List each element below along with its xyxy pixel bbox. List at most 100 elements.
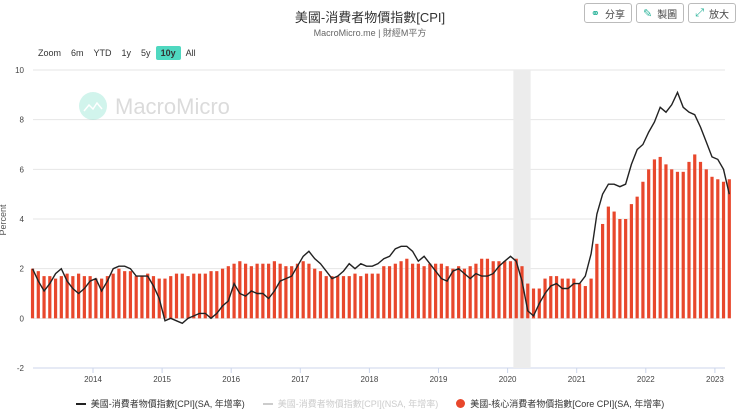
core-cpi-bar [146, 273, 150, 319]
chart-title: 美國-消費者物價指數[CPI] [294, 10, 446, 25]
share-button[interactable]: ⚭ 分享 [583, 3, 632, 23]
core-cpi-bar [606, 206, 610, 319]
core-cpi-bar [151, 276, 156, 319]
core-cpi-bar [30, 268, 35, 319]
core-cpi-bar [387, 266, 392, 319]
cpi-line [31, 90, 730, 325]
x-tick-label: 2020 [499, 375, 517, 384]
core-cpi-bar [583, 286, 587, 319]
core-cpi-bar [100, 278, 104, 319]
core-cpi-bar [727, 179, 731, 319]
core-cpi-bar [451, 268, 455, 319]
core-cpi-bar [520, 266, 524, 319]
core-cpi-bar [531, 288, 536, 319]
core-cpi-bar [514, 258, 518, 319]
core-cpi-bar [652, 159, 657, 319]
core-cpi-bar [698, 161, 703, 319]
y-tick-label: 4 [20, 215, 25, 224]
core-cpi-bar [566, 278, 570, 319]
core-cpi-bar [635, 196, 639, 319]
core-cpi-bar [301, 261, 305, 319]
zoom-5y[interactable]: 5y [141, 48, 151, 58]
core-cpi-bar [382, 266, 386, 319]
core-cpi-bar [704, 169, 708, 319]
watermark: MacroMicro [79, 92, 230, 120]
core-cpi-bar [243, 263, 248, 319]
legend-label: 美國-核心消費者物價指數[Core CPI](SA, 年增率) [470, 399, 665, 409]
legend-core-cpi[interactable]: 美國-核心消費者物價指數[Core CPI](SA, 年增率) [456, 397, 664, 410]
zoom-ytd[interactable]: YTD [93, 48, 112, 58]
zoom-6m[interactable]: 6m [71, 48, 84, 58]
core-cpi-bar [255, 263, 259, 319]
core-cpi-bar [261, 263, 265, 319]
zoom-all[interactable]: All [185, 48, 196, 58]
core-cpi-bar [618, 219, 622, 319]
core-cpi-bar [503, 261, 507, 319]
line-marker-icon [75, 402, 86, 405]
expand-icon: ⤢ [695, 6, 704, 19]
share-label: 分享 [604, 9, 625, 21]
core-cpi-bar [42, 276, 46, 319]
make-chart-label: 製圖 [657, 9, 678, 21]
core-cpi-bar [169, 276, 173, 319]
core-cpi-bar [278, 263, 282, 319]
zoom-selector: Zoom 6m YTD 1y 5y 10y All [33, 46, 201, 60]
core-cpi-bar [508, 261, 513, 319]
core-cpi-bar [589, 278, 593, 319]
core-cpi-bar [330, 276, 334, 319]
core-cpi-bar [353, 273, 357, 319]
core-cpi-bar [376, 273, 380, 319]
recession-band [513, 70, 531, 368]
core-cpi-bar [65, 273, 69, 319]
zoom-10y[interactable]: 10y [155, 46, 181, 60]
core-cpi-bar [336, 276, 340, 319]
core-cpi-bar [675, 171, 680, 319]
make-chart-button[interactable]: ✎ 製圖 [635, 3, 685, 23]
core-cpi-bar [462, 268, 467, 319]
core-cpi-bar [163, 278, 167, 319]
x-tick-label: 2023 [706, 375, 724, 384]
core-cpi-bar [624, 219, 628, 319]
core-cpi-bar [422, 266, 426, 319]
core-cpi-bar [721, 181, 726, 319]
legend-cpi-sa[interactable]: 美國-消費者物價指數[CPI](SA, 年增率) [75, 397, 245, 410]
core-cpi-bar [284, 266, 288, 319]
core-cpi-bar [59, 276, 63, 319]
core-cpi-bar [554, 276, 559, 319]
core-cpi-bar [681, 171, 685, 319]
core-cpi-bar [48, 276, 52, 319]
core-cpi-bar [77, 273, 81, 319]
core-cpi-bar [134, 276, 138, 319]
zoom-label: Zoom [38, 48, 62, 58]
core-cpi-bar [710, 176, 714, 319]
enlarge-button[interactable]: ⤢ 放大 [688, 3, 736, 23]
y-tick-label: -2 [17, 364, 25, 373]
core-cpi-bar [238, 261, 242, 319]
core-cpi-bar [324, 276, 328, 319]
core-cpi-bar [105, 276, 109, 319]
core-cpi-bar [82, 276, 86, 319]
core-cpi-bar [612, 211, 616, 319]
core-cpi-bar [543, 278, 547, 319]
core-cpi-bar [399, 261, 403, 319]
share-icon: ⚭ [590, 7, 600, 20]
legend-cpi-nsa[interactable]: 美國-消費者物價指數[CPI](NSA, 年增率) [262, 397, 438, 410]
y-tick-label: 0 [20, 314, 25, 323]
enlarge-label: 放大 [709, 9, 729, 21]
core-cpi-bar [577, 283, 582, 319]
zoom-1y[interactable]: 1y [121, 48, 132, 58]
core-cpi-bar [416, 263, 420, 319]
core-cpi-bar [36, 271, 40, 319]
core-cpi-bar [549, 276, 553, 319]
core-cpi-bar [693, 154, 697, 319]
core-cpi-bar [497, 261, 501, 319]
x-tick-label: 2015 [153, 375, 171, 384]
core-cpi-bar [428, 263, 432, 319]
x-tick-label: 2017 [291, 375, 309, 384]
y-tick-label: 10 [15, 66, 24, 75]
core-cpi-bar [53, 278, 58, 319]
core-cpi-bar [140, 276, 144, 319]
core-cpi-bar [186, 276, 190, 319]
core-cpi-bar [647, 169, 651, 319]
core-cpi-bar [410, 263, 415, 319]
